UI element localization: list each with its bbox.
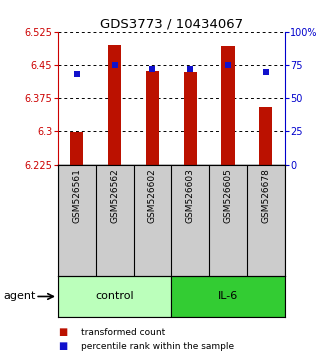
Bar (184, 72, 197, 165)
Bar (221, 46, 235, 165)
Text: agent: agent (3, 291, 36, 302)
Bar (259, 107, 272, 165)
Text: transformed count: transformed count (81, 327, 166, 337)
Text: GSM526602: GSM526602 (148, 168, 157, 223)
Title: GDS3773 / 10434067: GDS3773 / 10434067 (100, 18, 243, 31)
Bar (70, 132, 83, 165)
Bar (58, 276, 171, 317)
Bar (108, 45, 121, 165)
Text: ■: ■ (58, 327, 67, 337)
Bar (171, 276, 285, 317)
Text: IL-6: IL-6 (218, 291, 238, 302)
Text: GSM526561: GSM526561 (72, 168, 81, 223)
Text: control: control (95, 291, 134, 302)
Text: GSM526605: GSM526605 (223, 168, 232, 223)
Text: GSM526562: GSM526562 (110, 168, 119, 223)
Text: GSM526678: GSM526678 (261, 168, 270, 223)
Text: GSM526603: GSM526603 (186, 168, 195, 223)
Bar (146, 71, 159, 165)
Text: percentile rank within the sample: percentile rank within the sample (81, 342, 234, 351)
Text: ■: ■ (58, 341, 67, 351)
